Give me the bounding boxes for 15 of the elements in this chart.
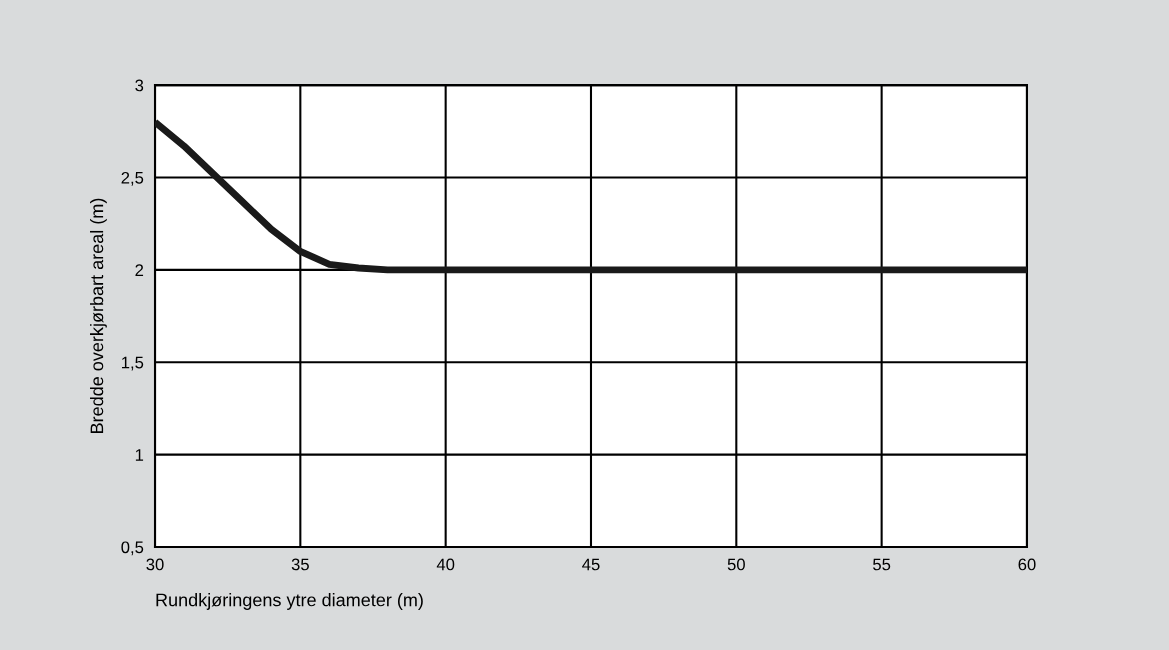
- x-tick-label: 60: [1018, 558, 1036, 571]
- y-tick-label: 2,5: [121, 171, 144, 186]
- x-axis-title: Rundkjøringens ytre diameter (m): [156, 593, 423, 610]
- y-tick-label: 1: [135, 449, 144, 461]
- x-tick-label: 50: [727, 558, 745, 571]
- y-tick-label: 0,5: [121, 541, 144, 556]
- y-tick-label: 3: [135, 79, 144, 92]
- x-tick-label: 55: [873, 558, 891, 571]
- y-axis-title: Bredde overkjørbart areal (m): [90, 198, 107, 433]
- y-tick-label: 2: [135, 264, 144, 276]
- x-tick-label: 45: [582, 558, 600, 571]
- x-tick-label: 40: [436, 558, 455, 571]
- x-tick-label: 30: [146, 558, 164, 571]
- x-tick-label: 35: [291, 558, 309, 571]
- y-tick-label: 1,5: [122, 356, 144, 371]
